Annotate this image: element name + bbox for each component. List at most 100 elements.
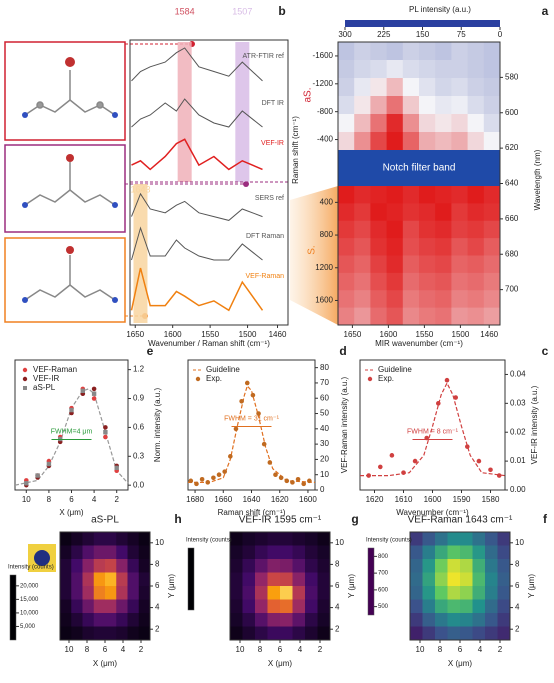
map-cell	[292, 599, 306, 614]
map-cell	[82, 572, 95, 587]
map-cell	[82, 626, 95, 641]
map-cell	[472, 613, 486, 627]
map-cell	[485, 613, 498, 627]
x-tick-label: 6	[103, 645, 108, 654]
legend-label: Guideline	[206, 365, 240, 374]
point	[58, 436, 63, 442]
y-tick-label: 80	[320, 363, 329, 372]
map-cell	[280, 532, 293, 546]
map-cell	[255, 559, 268, 573]
heatmap-cell	[483, 238, 501, 256]
map-cell	[116, 586, 128, 600]
heatmap-cell	[483, 307, 501, 326]
map-cell	[410, 626, 423, 641]
heatmap-cell	[435, 238, 452, 256]
heatmap-cell	[354, 272, 371, 291]
heatmap-cell	[435, 96, 452, 115]
y-axis-label: Raman shift (cm⁻¹)	[291, 116, 300, 184]
heatmap-cell	[419, 307, 436, 326]
map-cell	[472, 572, 486, 587]
map-cell	[435, 532, 448, 546]
map-cell	[255, 613, 268, 627]
x-tick-label: 1600	[380, 330, 398, 339]
map-cell	[305, 626, 318, 641]
map-cell	[497, 545, 511, 560]
colorbar-tick-label: 75	[457, 30, 466, 39]
band	[235, 42, 250, 182]
x-tick-label: 8	[47, 495, 52, 504]
map-cell	[410, 599, 423, 614]
x-tick-label: 6	[458, 645, 463, 654]
map-cell	[410, 545, 423, 560]
map-cell	[292, 572, 306, 587]
heatmap-cell	[419, 238, 436, 256]
map-cell	[71, 626, 83, 641]
heatmap-cell	[467, 203, 485, 222]
map-cell	[127, 599, 140, 614]
map-cell	[267, 586, 281, 600]
y-tick-label: -1600	[313, 51, 334, 60]
map-cell	[230, 586, 243, 600]
heatmap-cell	[451, 114, 468, 133]
heatmap-cell	[354, 307, 371, 326]
heatmap-cell	[370, 60, 387, 79]
molecule	[22, 246, 118, 303]
legend-label: aS-PL	[33, 383, 56, 392]
x-tick-label: 10	[22, 495, 31, 504]
heatmap-cell	[338, 220, 355, 239]
map-cell	[280, 559, 293, 573]
fit-line	[360, 381, 506, 477]
heatmap-cell	[402, 238, 420, 256]
y-axis-label: VEF-Raman intensity (a.u.)	[340, 376, 349, 473]
heatmap-cell	[402, 132, 420, 151]
map-cell	[93, 545, 106, 560]
spectrum	[131, 138, 263, 171]
heatmap-cell	[386, 238, 404, 256]
map-cell	[317, 572, 331, 587]
point	[378, 464, 383, 470]
heatmap-cell	[419, 60, 436, 79]
point	[199, 476, 205, 482]
y-axis-label: VEF-IR intensity (a.u.)	[530, 385, 539, 464]
map-cell	[460, 559, 473, 573]
map-cell	[230, 545, 243, 560]
map-cell	[435, 626, 448, 641]
heatmap-cell	[338, 114, 355, 133]
panel-label: c	[542, 344, 549, 358]
heatmap-cell	[402, 60, 420, 79]
map-cell	[138, 532, 151, 546]
y-tick-label: 50	[320, 409, 329, 418]
map-cell	[485, 599, 498, 614]
map-cell	[497, 586, 511, 600]
map-cell	[435, 586, 448, 600]
map-cell	[71, 545, 83, 560]
point	[273, 472, 278, 478]
x-tick-label: 4	[121, 645, 126, 654]
point	[278, 475, 284, 481]
heatmap-cell	[354, 96, 371, 115]
map-cell	[485, 626, 498, 641]
point	[476, 458, 482, 464]
map-cell	[127, 532, 140, 546]
x-tick-label: 1640	[243, 495, 261, 504]
heatmap-cell	[451, 255, 468, 274]
map-cell	[230, 613, 243, 627]
y-tick-label: 400	[320, 197, 334, 206]
point	[401, 470, 406, 475]
x-tick-label: 1600	[164, 330, 182, 339]
heatmap-cell	[435, 290, 452, 309]
heatmap-cell	[483, 132, 501, 151]
heatmap-cell	[451, 132, 468, 151]
colorbar-title: PL intensity (a.u.)	[409, 5, 471, 14]
y-tick-label: 6	[515, 581, 520, 590]
map-cell	[116, 626, 128, 641]
map-cell	[422, 572, 436, 587]
map-cell	[410, 572, 423, 587]
heatmap-cell	[402, 307, 420, 326]
map-cell	[60, 626, 72, 641]
y-tick-label: 4	[515, 603, 520, 612]
map-cell	[71, 599, 83, 614]
heatmap-cell	[402, 114, 420, 133]
